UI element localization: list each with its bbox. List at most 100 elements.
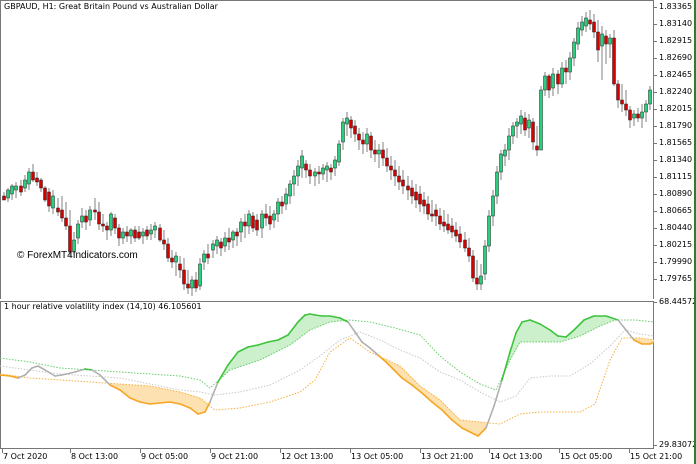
candle — [349, 116, 353, 138]
window-border — [694, 0, 696, 464]
candle — [68, 210, 72, 256]
candle — [434, 204, 438, 226]
candle — [475, 260, 479, 290]
rvi-line-segment — [477, 427, 487, 437]
candle — [620, 84, 624, 112]
rvi-line-segment — [377, 354, 387, 363]
price-tick: 1.82690 — [652, 53, 692, 62]
candle — [580, 16, 584, 36]
candle — [369, 132, 373, 158]
candle — [280, 196, 284, 214]
candle — [292, 170, 296, 196]
candle — [137, 226, 141, 240]
candle — [365, 128, 369, 152]
candle — [515, 118, 519, 138]
rvi-line-segment — [485, 405, 495, 429]
middle-band-line — [0, 329, 654, 403]
candlestick-plot — [2, 10, 652, 296]
price-tick: 1.83365 — [652, 2, 692, 11]
candle — [56, 198, 60, 216]
rvi-line-segment — [339, 317, 349, 323]
candle — [450, 218, 454, 238]
candle — [325, 162, 329, 182]
candle — [341, 118, 345, 150]
candle — [223, 232, 227, 252]
candle — [145, 226, 149, 240]
rvi-line-segment — [625, 329, 635, 341]
chart-title: GBPAUD, H1: Great Britain Pound vs Austr… — [4, 2, 218, 11]
candle — [644, 100, 648, 122]
rvi-line-segment — [347, 321, 356, 333]
candle — [616, 80, 620, 108]
candle — [141, 228, 145, 244]
candle — [268, 206, 272, 230]
candle — [2, 192, 6, 201]
rvi-line-segment — [159, 401, 171, 404]
candle — [255, 214, 259, 236]
rvi-line-segment — [179, 403, 191, 409]
time-tick-mark — [420, 449, 421, 453]
rvi-line-segment — [209, 381, 219, 403]
candle — [624, 90, 628, 116]
candle — [190, 276, 194, 296]
candle — [43, 186, 47, 202]
candle — [121, 228, 125, 244]
rvi-line-segment — [515, 321, 523, 334]
candle — [564, 60, 568, 84]
candle — [64, 202, 68, 230]
candle — [600, 26, 604, 80]
candle — [6, 188, 10, 202]
candle — [129, 228, 133, 244]
rvi-line-segment — [529, 319, 541, 325]
candle — [153, 222, 157, 238]
candle — [588, 10, 592, 30]
candle — [105, 222, 109, 240]
candle — [438, 208, 442, 230]
candle — [393, 160, 397, 186]
candle — [333, 156, 337, 176]
candle — [113, 214, 117, 234]
rvi-line-segment — [633, 339, 643, 345]
rvi-line-segment — [583, 315, 595, 321]
rvi-line-segment — [237, 346, 249, 353]
time-tick: 7 Oct 2020 — [3, 452, 48, 461]
candle — [202, 250, 206, 270]
rvi-line-segment — [189, 407, 199, 415]
time-tick: 13 Oct 05:00 — [351, 452, 404, 461]
candle — [467, 238, 471, 262]
candle — [97, 202, 101, 230]
price-chart-panel[interactable] — [0, 0, 654, 299]
rvi-line-segment — [304, 313, 311, 316]
watermark: © ForexMT4Indicators.com — [17, 250, 138, 261]
candle — [454, 222, 458, 242]
candle — [499, 150, 503, 180]
candle — [531, 118, 535, 150]
rvi-line-segment — [197, 411, 206, 415]
candle — [458, 226, 462, 248]
time-tick-mark — [280, 449, 281, 453]
candle — [556, 70, 560, 94]
rvi-line-segment — [204, 401, 211, 413]
price-tick: 1.80440 — [652, 223, 692, 232]
candle — [446, 214, 450, 234]
rvi-line-segment — [287, 321, 299, 336]
rvi-line-segment — [329, 315, 341, 319]
candle — [539, 86, 543, 151]
time-tick-mark — [210, 449, 211, 453]
candle — [612, 30, 616, 86]
price-tick: 1.81565 — [652, 138, 692, 147]
candle — [636, 108, 640, 122]
candle — [231, 230, 235, 248]
candle — [60, 196, 64, 222]
candle — [178, 256, 182, 278]
candle — [84, 210, 88, 230]
candle — [389, 156, 393, 180]
candle — [560, 62, 564, 88]
candle — [272, 210, 276, 228]
candle — [251, 212, 255, 232]
candle — [397, 166, 401, 190]
candle — [551, 68, 555, 96]
candle — [648, 86, 652, 110]
candle — [471, 250, 475, 282]
time-tick-mark — [489, 449, 490, 453]
